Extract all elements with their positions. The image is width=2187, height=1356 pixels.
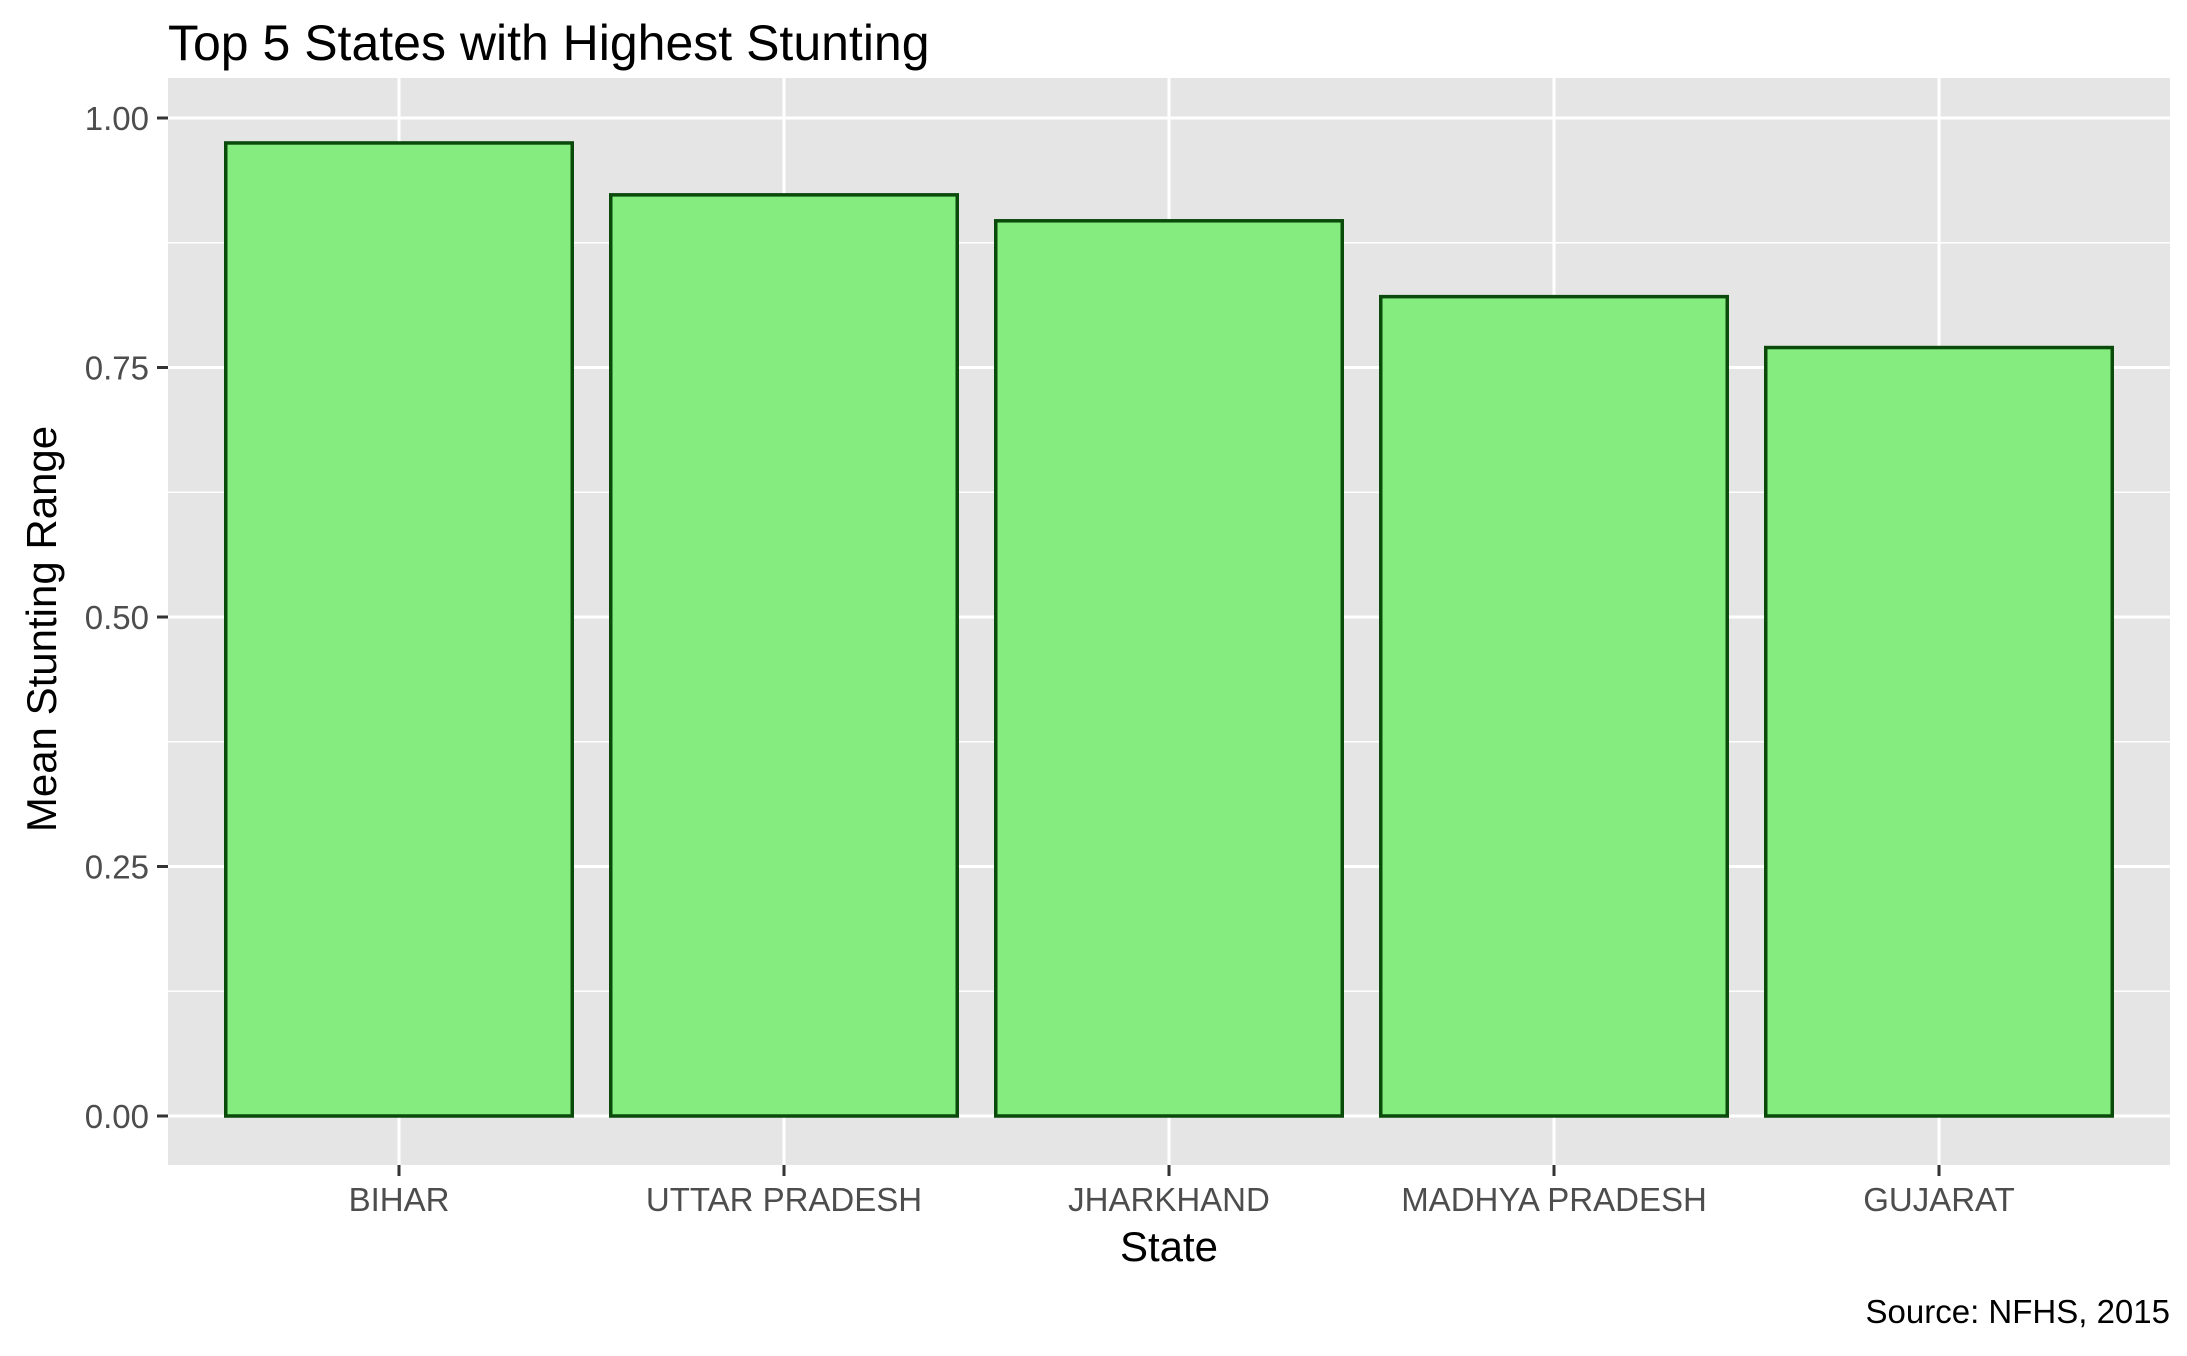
y-axis-title: Mean Stunting Range [18,426,65,832]
bar-bihar [224,141,574,1118]
x-tick-label: JHARKHAND [1068,1181,1270,1218]
bar-uttar-pradesh [609,193,959,1118]
y-tick-label: 0.50 [85,599,149,636]
y-tick-label: 1.00 [85,100,149,137]
bar-madhya-pradesh [1379,294,1729,1118]
x-axis: BIHAR UTTAR PRADESH JHARKHAND MADHYA PRADES… [349,1165,2015,1218]
bar-jharkhand [994,219,1344,1118]
x-tick-label: BIHAR [349,1181,450,1218]
x-tick-label: UTTAR PRADESH [646,1181,922,1218]
bars [224,141,2114,1118]
bar-gujarat [1764,345,2114,1118]
y-tick-label: 0.75 [85,350,149,387]
chart-title: Top 5 States with Highest Stunting [168,15,930,71]
y-tick-label: 0.00 [85,1098,149,1135]
source-caption: Source: NFHS, 2015 [1866,1293,2170,1330]
x-tick-label: MADHYA PRADESH [1401,1181,1707,1218]
x-tick-label: GUJARAT [1863,1181,2015,1218]
y-axis: 0.00 0.25 0.50 0.75 1.00 [85,100,168,1135]
x-axis-title: State [1120,1223,1218,1270]
y-tick-label: 0.25 [85,849,149,886]
